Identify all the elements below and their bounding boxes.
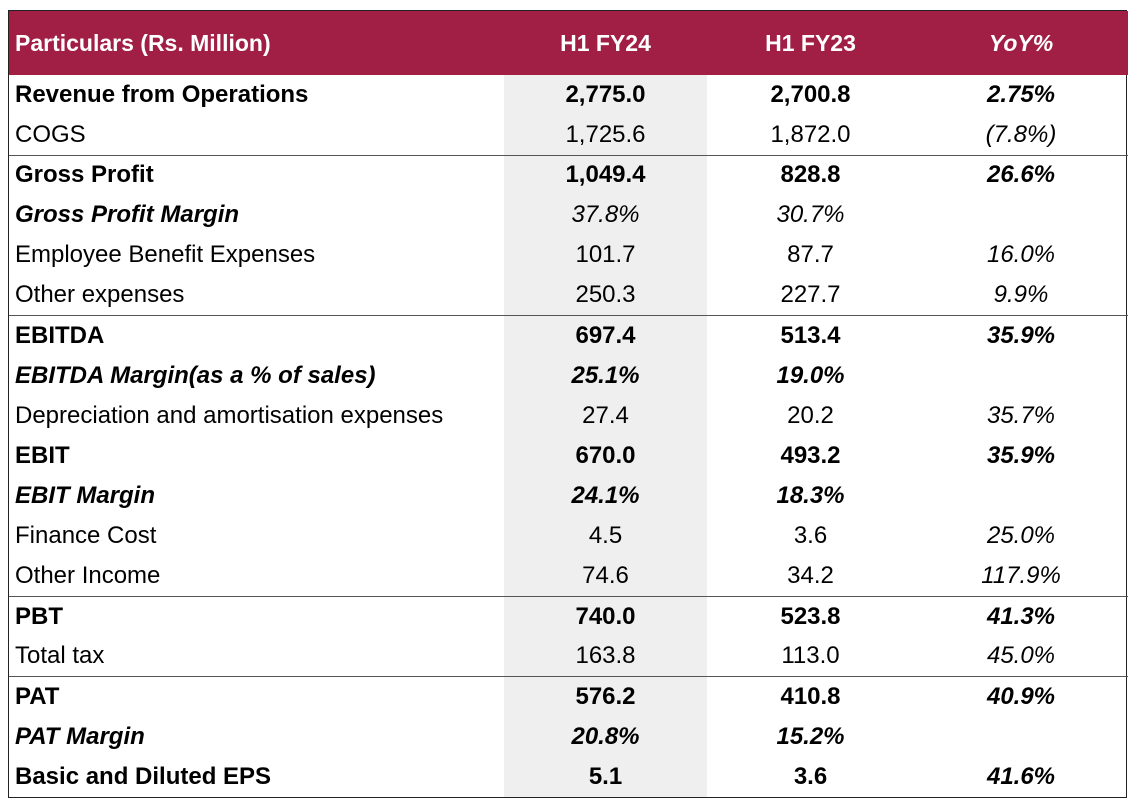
table-row: EBIT 670.0 493.2 35.9% <box>9 435 1128 476</box>
table-row: PAT Margin 20.8% 15.2% <box>9 716 1128 757</box>
row-label: COGS <box>15 120 86 148</box>
row-label: EBITDA <box>9 315 504 356</box>
cell-yoy: 9.9% <box>993 281 1049 309</box>
cell-h1fy23: 87.7 <box>787 241 834 269</box>
cell-h1fy24: 27.4 <box>504 395 707 436</box>
cell-h1fy24: 576.2 <box>504 675 707 717</box>
cell-h1fy24: 25.1% <box>504 355 707 396</box>
row-label: Gross Profit Margin <box>15 201 240 229</box>
table-row: EBITDA Margin(as a % of sales) 25.1% 19.… <box>9 355 1128 396</box>
cell-yoy: 117.9% <box>981 561 1061 589</box>
cell-h1fy23: 513.4 <box>707 315 914 356</box>
header-h1fy23: H1 FY23 <box>765 29 856 56</box>
table-row: Other expenses 250.3 227.7 9.9% <box>9 275 1128 316</box>
table-row: Depreciation and amortisation expenses 2… <box>9 395 1128 436</box>
cell-yoy: 2.75% <box>986 81 1056 109</box>
header-particulars: Particulars (Rs. Million) <box>15 29 271 56</box>
cell-h1fy24: 2,775.0 <box>504 75 707 116</box>
cell-h1fy24: 697.4 <box>504 315 707 356</box>
financial-summary-table: Particulars (Rs. Million) H1 FY24 H1 FY2… <box>9 11 1128 797</box>
row-label: Revenue from Operations <box>15 81 309 109</box>
cell-h1fy23: 523.8 <box>707 595 914 637</box>
cell-yoy <box>914 476 1128 516</box>
cell-yoy <box>914 195 1128 235</box>
header-h1fy24: H1 FY24 <box>560 29 651 56</box>
cell-yoy: 26.6% <box>914 154 1128 196</box>
cell-h1fy24: 101.7 <box>504 235 707 276</box>
cell-h1fy23: 113.0 <box>781 642 840 670</box>
row-label: EBITDA Margin(as a % of sales) <box>15 361 376 389</box>
row-label: Other Income <box>15 561 161 589</box>
cell-yoy <box>914 717 1128 757</box>
table-row: EBIT Margin 24.1% 18.3% <box>9 475 1128 517</box>
cell-yoy: (7.8%) <box>985 120 1057 148</box>
cell-h1fy24: 163.8 <box>504 636 707 677</box>
table-row: Employee Benefit Expenses 101.7 87.7 16.… <box>9 235 1128 276</box>
table-row: Other Income 74.6 34.2 117.9% <box>9 556 1128 597</box>
cell-h1fy24: 1,725.6 <box>504 115 707 156</box>
table-row: Total tax 163.8 113.0 45.0% <box>9 636 1128 677</box>
cell-yoy: 41.6% <box>986 762 1056 790</box>
cell-h1fy24: 24.1% <box>504 475 707 517</box>
row-label: Finance Cost <box>15 522 157 550</box>
table-row: Gross Profit Margin 37.8% 30.7% <box>9 195 1128 236</box>
cell-h1fy23: 30.7% <box>776 201 845 229</box>
cell-yoy: 45.0% <box>986 642 1056 670</box>
row-label: Basic and Diluted EPS <box>15 762 272 790</box>
cell-h1fy23: 34.2 <box>787 561 834 589</box>
table-row: Basic and Diluted EPS 5.1 3.6 41.6% <box>9 756 1128 797</box>
table-row: EBITDA 697.4 513.4 35.9% <box>9 315 1128 356</box>
cell-h1fy24: 740.0 <box>504 595 707 637</box>
cell-h1fy23: 227.7 <box>780 281 841 309</box>
table-row: Gross Profit 1,049.4 828.8 26.6% <box>9 154 1128 196</box>
row-label: PAT <box>9 675 504 717</box>
table-header-row: Particulars (Rs. Million) H1 FY24 H1 FY2… <box>9 11 1128 75</box>
cell-yoy: 40.9% <box>914 675 1128 717</box>
table-row: PAT 576.2 410.8 40.9% <box>9 675 1128 717</box>
row-label: Depreciation and amortisation expenses <box>15 401 444 429</box>
cell-yoy: 41.3% <box>914 595 1128 637</box>
cell-h1fy23: 18.3% <box>776 481 845 509</box>
cell-h1fy24: 74.6 <box>504 556 707 597</box>
cell-h1fy23: 410.8 <box>707 675 914 717</box>
cell-h1fy24: 5.1 <box>504 756 707 797</box>
cell-h1fy24: 20.8% <box>504 716 707 757</box>
cell-h1fy23: 3.6 <box>793 522 828 550</box>
table-row: Finance Cost 4.5 3.6 25.0% <box>9 516 1128 557</box>
cell-h1fy23: 1,872.0 <box>770 120 851 148</box>
header-yoy: YoY% <box>988 29 1054 56</box>
cell-yoy: 25.0% <box>986 522 1056 550</box>
row-label: Other expenses <box>15 281 185 309</box>
cell-h1fy23: 828.8 <box>707 154 914 196</box>
cell-yoy: 35.9% <box>986 441 1056 469</box>
cell-yoy <box>914 356 1128 396</box>
cell-h1fy24: 250.3 <box>504 275 707 316</box>
cell-h1fy24: 670.0 <box>504 435 707 476</box>
row-label: PAT Margin <box>15 722 145 750</box>
row-label: Employee Benefit Expenses <box>15 241 316 269</box>
row-label: Gross Profit <box>9 154 504 196</box>
financial-table-frame: Particulars (Rs. Million) H1 FY24 H1 FY2… <box>8 10 1128 798</box>
cell-h1fy23: 19.0% <box>776 361 845 389</box>
cell-h1fy23: 20.2 <box>787 401 834 429</box>
cell-h1fy23: 15.2% <box>776 722 845 750</box>
row-label: Total tax <box>15 642 105 670</box>
row-label: EBIT <box>15 441 70 469</box>
cell-h1fy23: 493.2 <box>780 441 841 469</box>
row-label: EBIT Margin <box>15 481 156 509</box>
cell-h1fy24: 1,049.4 <box>504 154 707 196</box>
table-row: PBT 740.0 523.8 41.3% <box>9 595 1128 637</box>
row-label: PBT <box>9 595 504 637</box>
cell-h1fy24: 4.5 <box>504 516 707 557</box>
cell-yoy: 35.9% <box>914 315 1128 356</box>
cell-h1fy23: 3.6 <box>793 762 828 790</box>
cell-yoy: 35.7% <box>986 401 1056 429</box>
table-row: COGS 1,725.6 1,872.0 (7.8%) <box>9 115 1128 156</box>
table-row: Revenue from Operations 2,775.0 2,700.8 … <box>9 75 1128 116</box>
cell-yoy: 16.0% <box>986 241 1056 269</box>
cell-h1fy23: 2,700.8 <box>770 81 851 109</box>
cell-h1fy24: 37.8% <box>504 195 707 236</box>
